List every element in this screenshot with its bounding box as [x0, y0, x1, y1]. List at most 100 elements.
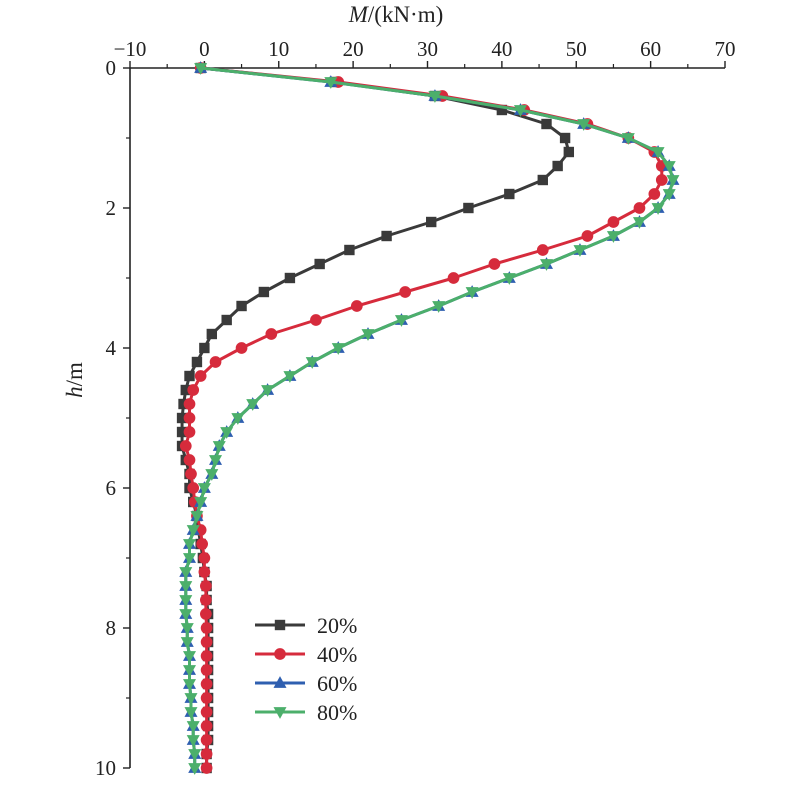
- x-tick-label: 40: [491, 37, 512, 61]
- y-tick-label: 2: [106, 196, 117, 220]
- data-point-20-pct: [559, 132, 571, 144]
- legend-label-60-pct: 60%: [317, 671, 357, 696]
- data-point-40-pct: [183, 454, 196, 466]
- data-point-80-pct: [183, 651, 196, 663]
- data-point-20-pct: [541, 118, 552, 130]
- data-point-80-pct: [606, 231, 620, 243]
- data-point-80-pct: [194, 497, 208, 509]
- data-point-20-pct: [284, 272, 296, 284]
- data-point-80-pct: [194, 63, 208, 75]
- series-60-pct: [179, 61, 680, 773]
- data-point-40-pct: [198, 566, 211, 578]
- data-point-80-pct: [179, 581, 193, 593]
- data-point-40-pct: [235, 342, 248, 354]
- y-axis-title-var: h: [62, 386, 87, 398]
- data-point-80-pct: [183, 539, 196, 551]
- data-point-40-pct: [179, 440, 192, 452]
- data-point-80-pct: [651, 147, 665, 159]
- data-point-20-pct: [176, 426, 188, 438]
- y-tick-label: 0: [106, 56, 117, 80]
- data-point-40-pct: [200, 650, 213, 662]
- data-point-80-pct: [513, 105, 527, 117]
- data-point-20-pct: [199, 342, 210, 354]
- data-point-20-pct: [176, 412, 188, 424]
- data-point-80-pct: [324, 77, 338, 89]
- series-line-60-pct: [184, 66, 675, 768]
- data-point-20-pct: [221, 314, 232, 326]
- series-40-pct: [179, 62, 668, 774]
- data-point-40-pct: [198, 552, 211, 564]
- legend-item-80-pct: 80%: [255, 700, 357, 725]
- data-point-40-pct: [183, 398, 196, 410]
- data-point-20-pct: [563, 146, 575, 158]
- data-point-40-pct: [200, 622, 213, 634]
- data-point-80-pct: [220, 427, 234, 439]
- data-point-80-pct: [184, 693, 198, 705]
- data-point-40-pct: [648, 188, 661, 200]
- data-point-20-pct: [537, 174, 548, 186]
- data-point-40-pct: [187, 482, 200, 494]
- data-point-20-pct: [496, 104, 508, 116]
- data-point-80-pct: [573, 245, 587, 257]
- data-point-80-pct: [502, 273, 516, 285]
- data-point-40-pct: [183, 426, 196, 438]
- data-point-80-pct: [179, 595, 193, 607]
- data-point-80-pct: [179, 609, 193, 621]
- data-point-40-pct: [581, 230, 594, 242]
- data-point-80-pct: [394, 315, 408, 327]
- data-point-80-pct: [283, 371, 297, 383]
- x-tick-label: 70: [715, 37, 736, 61]
- data-point-80-pct: [246, 399, 260, 411]
- data-point-80-pct: [188, 763, 202, 775]
- data-point-20-pct: [236, 300, 247, 312]
- data-point-80-pct: [231, 413, 245, 425]
- legend: 20% 40% 60% 80%: [255, 613, 357, 725]
- data-point-40-pct: [655, 174, 668, 186]
- data-point-40-pct: [200, 580, 212, 592]
- data-point-40-pct: [200, 748, 213, 760]
- data-point-20-pct: [381, 230, 392, 242]
- data-point-40-pct: [265, 328, 278, 340]
- series-80-pct: [179, 63, 680, 775]
- legend-marker-80-pct: [273, 707, 287, 719]
- data-point-40-pct: [488, 258, 501, 270]
- legend-item-20-pct: 20%: [255, 613, 357, 638]
- data-point-80-pct: [186, 735, 200, 747]
- data-point-80-pct: [305, 357, 319, 369]
- data-point-80-pct: [209, 455, 223, 467]
- data-point-80-pct: [632, 217, 646, 229]
- data-point-80-pct: [428, 91, 442, 103]
- y-axis-title-unit: /m: [62, 362, 87, 386]
- data-point-80-pct: [197, 483, 211, 495]
- legend-marker-20-pct: [274, 619, 286, 631]
- x-tick-label: 30: [417, 37, 438, 61]
- data-point-80-pct: [331, 343, 345, 355]
- legend-label-40-pct: 40%: [317, 642, 357, 667]
- data-point-80-pct: [621, 133, 635, 145]
- series-line-80-pct: [184, 66, 675, 768]
- y-tick-label: 8: [106, 616, 117, 640]
- data-point-80-pct: [179, 567, 193, 579]
- data-point-80-pct: [651, 203, 665, 215]
- x-tick-label: 0: [199, 37, 210, 61]
- data-point-80-pct: [183, 679, 196, 691]
- data-point-40-pct: [200, 664, 213, 676]
- data-point-20-pct: [178, 398, 189, 410]
- x-tick-label: 50: [566, 37, 587, 61]
- x-tick-label: 20: [343, 37, 364, 61]
- x-axis-title-var: M: [348, 2, 370, 27]
- data-point-40-pct: [200, 608, 212, 620]
- legend-label-80-pct: 80%: [317, 700, 357, 725]
- data-point-40-pct: [185, 468, 197, 480]
- data-point-40-pct: [310, 314, 322, 326]
- data-point-40-pct: [183, 412, 196, 424]
- data-point-20-pct: [504, 188, 515, 200]
- data-point-20-pct: [426, 216, 437, 228]
- data-point-40-pct: [200, 594, 212, 606]
- x-axis-title-unit: /(kN·m): [368, 2, 443, 27]
- data-point-40-pct: [200, 706, 213, 718]
- data-point-20-pct: [184, 370, 195, 382]
- data-point-80-pct: [180, 623, 194, 635]
